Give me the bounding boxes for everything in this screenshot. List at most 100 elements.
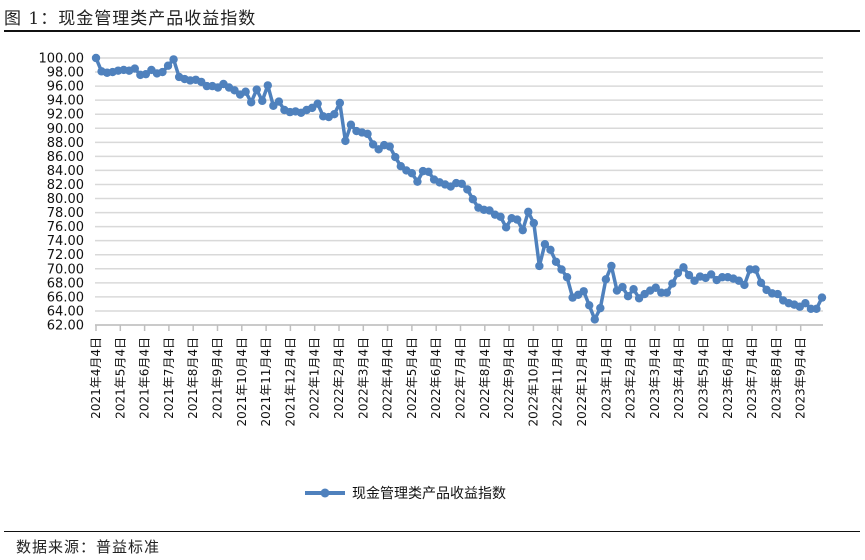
data-point-marker bbox=[618, 282, 627, 292]
data-point-marker bbox=[130, 64, 139, 73]
x-tick-label: 2023年7月4日 bbox=[745, 337, 759, 419]
data-point-marker bbox=[740, 280, 749, 290]
data-point-marker bbox=[313, 99, 322, 108]
data-point-marker bbox=[330, 110, 339, 119]
data-point-marker bbox=[258, 96, 267, 106]
y-tick-label: 82.00 bbox=[47, 178, 84, 193]
legend-label: 现金管理类产品收益指数 bbox=[352, 486, 506, 502]
y-tick-label: 100.00 bbox=[39, 52, 85, 67]
data-point-marker bbox=[706, 270, 716, 279]
data-point-marker bbox=[241, 87, 250, 96]
data-point-marker bbox=[363, 129, 372, 139]
data-point-marker bbox=[535, 261, 544, 271]
x-tick-label: 2022年9月4日 bbox=[502, 337, 516, 419]
data-point-marker bbox=[335, 98, 345, 108]
data-point-marker bbox=[252, 85, 261, 94]
y-tick-label: 68.00 bbox=[47, 276, 84, 291]
data-point-marker bbox=[817, 293, 827, 302]
y-tick-label: 70.00 bbox=[47, 262, 84, 277]
legend-marker-icon bbox=[320, 488, 330, 498]
data-point-marker bbox=[274, 97, 284, 106]
data-point-marker bbox=[496, 212, 505, 221]
y-tick-label: 90.00 bbox=[47, 122, 84, 137]
data-point-marker bbox=[801, 299, 810, 308]
x-tick-label: 2021年12月4日 bbox=[283, 337, 297, 426]
x-tick-label: 2022年1月4日 bbox=[308, 337, 322, 419]
data-point-marker bbox=[756, 278, 766, 288]
gridlines bbox=[95, 57, 823, 326]
data-point-marker bbox=[346, 120, 356, 129]
x-tick-label: 2022年4月4日 bbox=[381, 337, 395, 419]
data-point-marker bbox=[457, 179, 466, 188]
x-tick-label: 2022年7月4日 bbox=[454, 337, 468, 419]
data-point-marker bbox=[684, 270, 694, 280]
data-point-marker bbox=[524, 207, 533, 217]
footer-divider bbox=[4, 531, 860, 532]
data-point-marker bbox=[551, 257, 561, 266]
data-point-marker bbox=[673, 268, 683, 278]
x-tick-label: 2023年3月4日 bbox=[648, 337, 662, 419]
x-tick-label: 2022年2月4日 bbox=[332, 337, 346, 419]
x-tick-label: 2022年3月4日 bbox=[356, 337, 370, 419]
y-tick-label: 74.00 bbox=[47, 234, 84, 249]
data-point-marker bbox=[596, 303, 605, 313]
x-tick-label: 2022年6月4日 bbox=[429, 337, 443, 419]
data-point-marker bbox=[158, 67, 167, 77]
data-point-marker bbox=[512, 215, 522, 224]
data-point-marker bbox=[407, 169, 417, 178]
data-point-marker bbox=[163, 61, 173, 70]
y-tick-label: 80.00 bbox=[47, 192, 84, 207]
y-tick-label: 62.00 bbox=[47, 319, 84, 334]
x-tick-label: 2023年8月4日 bbox=[769, 337, 783, 419]
x-tick-label: 2023年5月4日 bbox=[697, 337, 711, 419]
data-point-marker bbox=[773, 289, 782, 299]
y-tick-label: 66.00 bbox=[47, 290, 84, 305]
x-tick-label: 2021年10月4日 bbox=[235, 337, 249, 426]
data-point-marker bbox=[169, 55, 178, 64]
legend: 现金管理类产品收益指数 bbox=[305, 486, 506, 502]
data-point-marker bbox=[424, 167, 433, 177]
title-divider bbox=[4, 30, 860, 32]
x-tick-label: 2021年11月4日 bbox=[259, 337, 273, 426]
data-point-marker bbox=[623, 291, 633, 301]
data-point-marker bbox=[557, 265, 566, 274]
data-point-marker bbox=[501, 223, 511, 232]
data-point-marker bbox=[579, 287, 588, 296]
x-tick-label: 2022年10月4日 bbox=[526, 337, 540, 426]
y-tick-label: 96.00 bbox=[47, 80, 84, 95]
series-line bbox=[91, 53, 827, 324]
data-point-marker bbox=[518, 225, 527, 235]
data-point-marker bbox=[590, 315, 599, 324]
y-axis: 100.0098.0096.0094.0092.0090.0088.0086.0… bbox=[39, 52, 85, 334]
x-tick-label: 2021年8月4日 bbox=[186, 337, 200, 419]
data-point-marker bbox=[385, 142, 394, 151]
chart-title: 图 1：现金管理类产品收益指数 bbox=[4, 9, 257, 29]
data-point-marker bbox=[546, 245, 555, 255]
data-point-marker bbox=[679, 263, 688, 272]
x-tick-label: 2021年7月4日 bbox=[162, 337, 176, 419]
data-point-marker bbox=[668, 279, 677, 288]
data-point-marker bbox=[468, 195, 478, 204]
data-point-marker bbox=[629, 284, 638, 294]
x-tick-label: 2021年9月4日 bbox=[211, 337, 225, 419]
y-tick-label: 72.00 bbox=[47, 248, 84, 263]
data-point-marker bbox=[662, 288, 672, 297]
data-point-marker bbox=[368, 140, 378, 149]
y-tick-label: 76.00 bbox=[47, 220, 84, 235]
data-point-marker bbox=[607, 261, 616, 271]
data-point-marker bbox=[601, 275, 611, 284]
y-tick-label: 94.00 bbox=[47, 94, 84, 109]
y-tick-label: 88.00 bbox=[47, 136, 84, 151]
data-point-marker bbox=[463, 185, 472, 194]
x-tick-label: 2022年11月4日 bbox=[551, 337, 565, 426]
x-tick-label: 2021年6月4日 bbox=[138, 337, 152, 419]
data-point-marker bbox=[91, 53, 101, 63]
y-tick-label: 78.00 bbox=[47, 206, 84, 221]
x-tick-label: 2022年8月4日 bbox=[478, 337, 492, 419]
x-tick-label: 2022年12月4日 bbox=[575, 337, 589, 426]
data-point-marker bbox=[529, 218, 539, 228]
data-source: 数据来源：普益标准 bbox=[16, 538, 161, 556]
data-point-marker bbox=[812, 304, 821, 314]
x-axis: 2021年4月4日 2021年5月4日 2021年6月4日 2021年7月4日 2021… bbox=[89, 324, 823, 426]
